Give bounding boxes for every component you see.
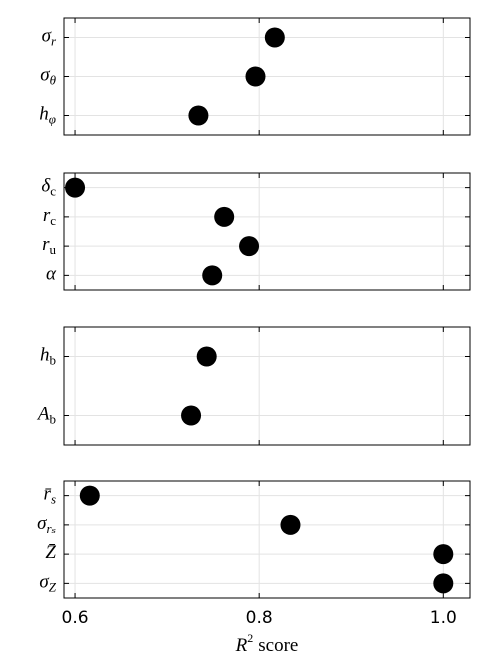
y-tick-label: σZ bbox=[39, 572, 56, 595]
dot bbox=[433, 544, 454, 565]
y-tick-label: hφ bbox=[39, 104, 56, 127]
dot bbox=[239, 236, 260, 257]
plot-frame bbox=[63, 326, 471, 446]
y-tick-label: σr bbox=[42, 26, 57, 49]
category-subscript: rₛ bbox=[47, 521, 56, 536]
x-axis-label: R2 score bbox=[235, 631, 299, 657]
dot bbox=[202, 265, 223, 286]
category-subscript: b bbox=[50, 352, 57, 367]
dot bbox=[188, 105, 209, 126]
x-label-power: 2 bbox=[247, 631, 253, 645]
category-symbol: A bbox=[36, 404, 50, 425]
dot bbox=[245, 66, 266, 87]
y-tick-label: hb bbox=[40, 345, 56, 368]
category-subscript: c bbox=[50, 184, 56, 199]
category-subscript: c bbox=[50, 213, 56, 228]
y-tick-label: σθ bbox=[40, 65, 56, 88]
plot-frame bbox=[63, 17, 471, 136]
category-subscript: u bbox=[50, 242, 57, 257]
category-subscript: Z bbox=[49, 579, 57, 594]
x-label-text: score bbox=[258, 635, 298, 656]
plot-frame bbox=[63, 480, 471, 599]
y-tick-label: Ab bbox=[36, 404, 56, 427]
dot bbox=[196, 346, 217, 367]
y-tick-label: Z̄ bbox=[45, 542, 56, 563]
category-symbol: h bbox=[39, 104, 49, 125]
category-subscript: φ bbox=[49, 111, 56, 126]
dot bbox=[433, 573, 454, 594]
y-tick-label: σrₛ bbox=[37, 513, 56, 536]
category-symbol: σ bbox=[40, 65, 50, 86]
category-symbol: r̄ bbox=[44, 484, 52, 505]
y-tick-label: δc bbox=[41, 176, 56, 199]
category-symbol: δ bbox=[41, 176, 51, 197]
y-tick-label: ru bbox=[42, 234, 56, 257]
x-tick-label: 0.6 bbox=[62, 608, 89, 628]
category-symbol: σ bbox=[37, 513, 47, 534]
dot bbox=[79, 485, 100, 506]
category-symbol: σ bbox=[39, 572, 49, 593]
y-tick-label: r̄s bbox=[44, 484, 56, 507]
category-subscript: r bbox=[51, 33, 57, 48]
x-tick-label: 0.8 bbox=[246, 608, 273, 628]
dot bbox=[280, 514, 301, 535]
category-symbol: r bbox=[43, 205, 51, 226]
category-symbol: α bbox=[46, 264, 57, 285]
dot bbox=[65, 177, 86, 198]
category-subscript: b bbox=[50, 411, 57, 426]
category-symbol: h bbox=[40, 345, 50, 366]
category-subscript: s bbox=[51, 492, 56, 507]
dot bbox=[214, 206, 235, 227]
category-symbol: r bbox=[42, 234, 50, 255]
category-subscript: θ bbox=[50, 72, 57, 87]
dot bbox=[181, 405, 202, 426]
plot-frame bbox=[63, 172, 471, 291]
y-tick-label: rc bbox=[43, 205, 56, 228]
dot bbox=[264, 27, 285, 48]
category-symbol: σ bbox=[42, 26, 52, 47]
y-tick-label: α bbox=[46, 264, 57, 285]
category-symbol: Z̄ bbox=[45, 542, 56, 563]
x-label-symbol: R bbox=[235, 635, 248, 656]
x-tick-label: 1.0 bbox=[430, 608, 457, 628]
